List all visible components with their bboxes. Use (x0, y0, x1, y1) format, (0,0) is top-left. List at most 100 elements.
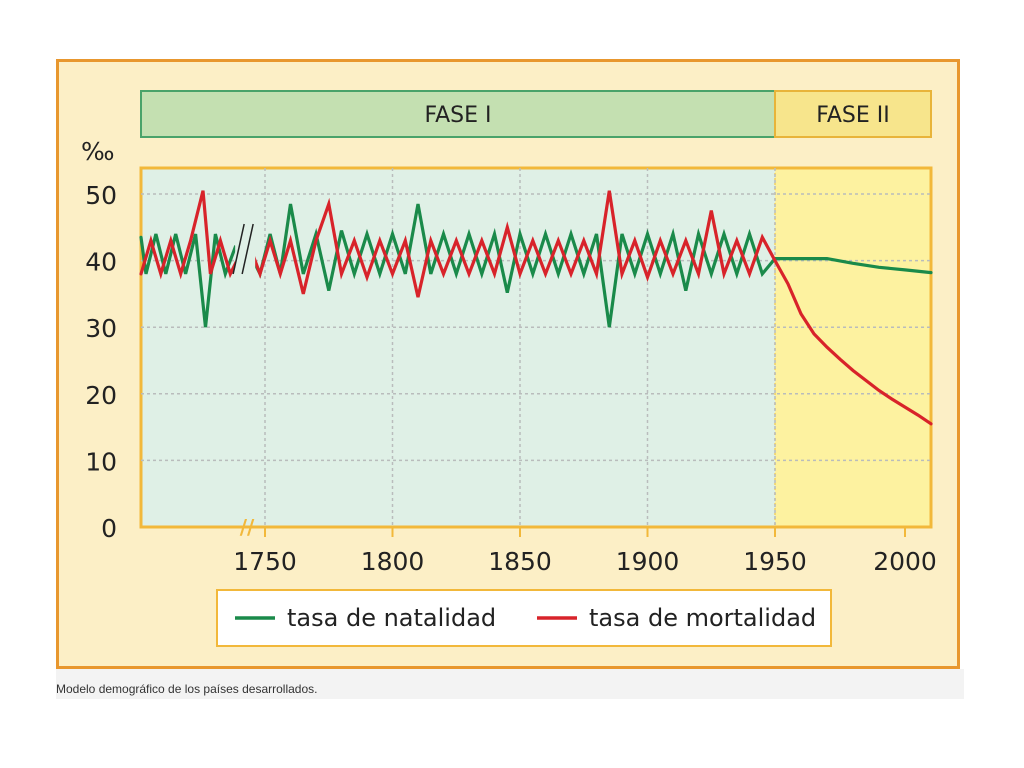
x-tick-label: 2000 (873, 547, 937, 576)
data-point-natalidad (583, 273, 584, 274)
data-point-mortalidad (260, 273, 261, 274)
data-point-natalidad (905, 269, 906, 270)
data-point-mortalidad (507, 227, 508, 228)
data-point-mortalidad (685, 240, 686, 241)
data-point-mortalidad (316, 240, 317, 241)
y-tick-label: 30 (85, 314, 117, 343)
data-point-mortalidad (545, 273, 546, 274)
y-axis-label: ‰ (81, 137, 115, 166)
data-point-mortalidad (853, 370, 854, 371)
data-point-mortalidad (622, 273, 623, 274)
data-point-mortalidad (379, 240, 380, 241)
data-point-natalidad (195, 234, 196, 235)
data-point-mortalidad (673, 273, 674, 274)
data-point-mortalidad (150, 240, 151, 241)
phase-bar-1 (140, 90, 776, 138)
data-point-natalidad (558, 273, 559, 274)
data-point-mortalidad (354, 240, 355, 241)
data-point-mortalidad (405, 240, 406, 241)
data-point-natalidad (596, 234, 597, 235)
data-point-mortalidad (634, 240, 635, 241)
phase-label-2: FASE II (816, 103, 890, 128)
data-point-natalidad (507, 292, 508, 293)
data-point-natalidad (141, 237, 142, 238)
data-point-natalidad (494, 234, 495, 235)
data-point-natalidad (456, 273, 457, 274)
data-point-mortalidad (303, 293, 304, 294)
data-point-mortalidad (571, 273, 572, 274)
data-point-natalidad (165, 273, 166, 274)
data-point-mortalidad (341, 273, 342, 274)
data-point-natalidad (481, 273, 482, 274)
figure-caption: Modelo demográfico de los países desarro… (56, 669, 964, 699)
data-point-mortalidad (180, 273, 181, 274)
data-point-mortalidad (141, 273, 142, 274)
data-point-natalidad (634, 273, 635, 274)
data-point-mortalidad (736, 240, 737, 241)
data-point-mortalidad (270, 240, 271, 241)
phase-bar-2 (774, 90, 932, 138)
data-point-natalidad (367, 234, 368, 235)
data-point-natalidad (736, 273, 737, 274)
y-tick-label: 40 (85, 248, 117, 277)
data-point-natalidad (532, 273, 533, 274)
data-point-natalidad (931, 272, 932, 273)
legend-box (216, 589, 832, 647)
data-point-mortalidad (698, 273, 699, 274)
data-point-mortalidad (609, 190, 610, 191)
data-point-mortalidad (520, 273, 521, 274)
data-point-natalidad (698, 234, 699, 235)
data-point-mortalidad (203, 190, 204, 191)
data-point-natalidad (303, 273, 304, 274)
data-point-mortalidad (892, 399, 893, 400)
data-point-natalidad (146, 273, 147, 274)
data-point-mortalidad (879, 390, 880, 391)
data-point-mortalidad (443, 273, 444, 274)
chart-figure: FASE I FASE II 0 10 20 30 40 50 ‰ 1750 1800 1850 19… (56, 59, 960, 669)
data-point-mortalidad (905, 407, 906, 408)
data-point-natalidad (341, 230, 342, 231)
phase-label-1: FASE I (424, 103, 491, 128)
data-point-natalidad (879, 267, 880, 268)
data-point-mortalidad (596, 273, 597, 274)
data-point-natalidad (392, 234, 393, 235)
x-tick-label: 1900 (616, 547, 680, 576)
data-point-mortalidad (749, 273, 750, 274)
data-point-natalidad (622, 234, 623, 235)
data-point-mortalidad (840, 359, 841, 360)
data-point-natalidad (673, 234, 674, 235)
data-point-mortalidad (788, 283, 789, 284)
data-point-mortalidad (456, 240, 457, 241)
data-point-natalidad (827, 258, 828, 259)
data-point-mortalidad (801, 313, 802, 314)
data-point-mortalidad (392, 273, 393, 274)
data-point-mortalidad (210, 273, 211, 274)
data-point-natalidad (711, 273, 712, 274)
data-point-mortalidad (160, 273, 161, 274)
plot-frame (139, 166, 933, 529)
data-point-mortalidad (481, 240, 482, 241)
data-point-mortalidad (647, 277, 648, 278)
data-point-mortalidad (724, 273, 725, 274)
data-point-mortalidad (220, 240, 221, 241)
data-point-mortalidad (660, 240, 661, 241)
data-point-natalidad (328, 290, 329, 291)
data-point-natalidad (762, 273, 763, 274)
y-tick-label: 50 (85, 181, 117, 210)
chart-svg: FASE I FASE II 0 10 20 30 40 50 ‰ 1750 1800 1850 19… (81, 90, 937, 647)
line-break-slash (241, 223, 254, 275)
data-point-mortalidad (827, 347, 828, 348)
data-point-natalidad (316, 234, 317, 235)
data-point-natalidad (430, 273, 431, 274)
data-point-natalidad (175, 234, 176, 235)
data-point-natalidad (379, 273, 380, 274)
data-point-natalidad (685, 290, 686, 291)
data-point-mortalidad (418, 297, 419, 298)
data-point-natalidad (660, 273, 661, 274)
data-point-natalidad (215, 234, 216, 235)
data-point-mortalidad (583, 240, 584, 241)
data-point-mortalidad (170, 240, 171, 241)
data-point-natalidad (185, 273, 186, 274)
data-point-mortalidad (328, 204, 329, 205)
data-point-mortalidad (290, 240, 291, 241)
